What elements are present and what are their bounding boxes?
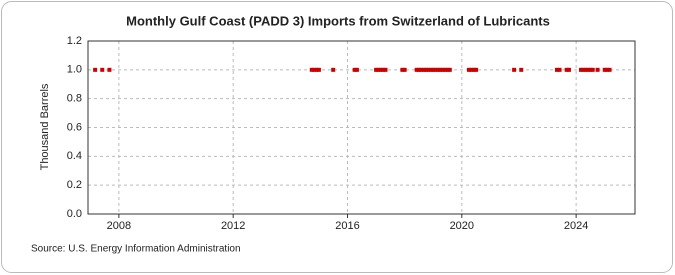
chart-title: Monthly Gulf Coast (PADD 3) Imports from…: [126, 13, 550, 28]
y-tick-label: 0.4: [67, 150, 82, 162]
point: [376, 67, 381, 72]
point: [402, 67, 407, 72]
point: [512, 67, 517, 72]
point: [557, 67, 562, 72]
y-axis-label: Thousand Barrels: [39, 83, 51, 170]
point: [564, 67, 569, 72]
x-tick-label: 2020: [450, 220, 474, 232]
point: [440, 67, 445, 72]
point: [607, 67, 612, 72]
x-tick-label: 2008: [107, 220, 131, 232]
point: [93, 67, 98, 72]
point: [595, 67, 600, 72]
y-tick-label: 1.2: [67, 35, 82, 47]
point: [352, 67, 357, 72]
source: Source: U.S. Energy Information Administ…: [31, 244, 241, 255]
point: [588, 67, 593, 72]
point: [445, 67, 450, 72]
point: [309, 67, 314, 72]
point: [602, 67, 607, 72]
point: [554, 67, 559, 72]
point: [466, 67, 471, 72]
point: [447, 67, 452, 72]
point: [583, 67, 588, 72]
point: [374, 67, 379, 72]
point: [578, 67, 583, 72]
point: [316, 67, 321, 72]
point: [428, 67, 433, 72]
y-tick-label: 0.8: [67, 93, 82, 105]
point: [314, 67, 319, 72]
point: [400, 67, 405, 72]
point: [424, 67, 429, 72]
point: [433, 67, 438, 72]
point: [519, 67, 524, 72]
x-tick-label: 2016: [335, 220, 359, 232]
point: [416, 67, 421, 72]
point: [431, 67, 436, 72]
point: [107, 67, 112, 72]
point: [436, 67, 441, 72]
x-tick-label: 2012: [221, 220, 245, 232]
point: [586, 67, 591, 72]
point: [566, 67, 571, 72]
point: [378, 67, 383, 72]
point: [426, 67, 431, 72]
point: [414, 67, 419, 72]
point: [381, 67, 386, 72]
plot-border: [87, 40, 636, 215]
point: [331, 67, 336, 72]
x-tick-label: 2024: [564, 220, 588, 232]
point: [438, 67, 443, 72]
y-tick-label: 0.2: [67, 179, 82, 191]
point: [469, 67, 474, 72]
point: [312, 67, 317, 72]
point: [443, 67, 448, 72]
point: [354, 67, 359, 72]
point: [581, 67, 586, 72]
point: [471, 67, 476, 72]
point: [383, 67, 388, 72]
point: [100, 67, 105, 72]
point: [419, 67, 424, 72]
y-tick-label: 0.6: [67, 121, 82, 133]
point: [421, 67, 426, 72]
y-tick-label: 1.0: [67, 64, 82, 76]
point: [604, 67, 609, 72]
point: [590, 67, 595, 72]
y-tick-label: 0.0: [67, 208, 82, 220]
point: [474, 67, 479, 72]
